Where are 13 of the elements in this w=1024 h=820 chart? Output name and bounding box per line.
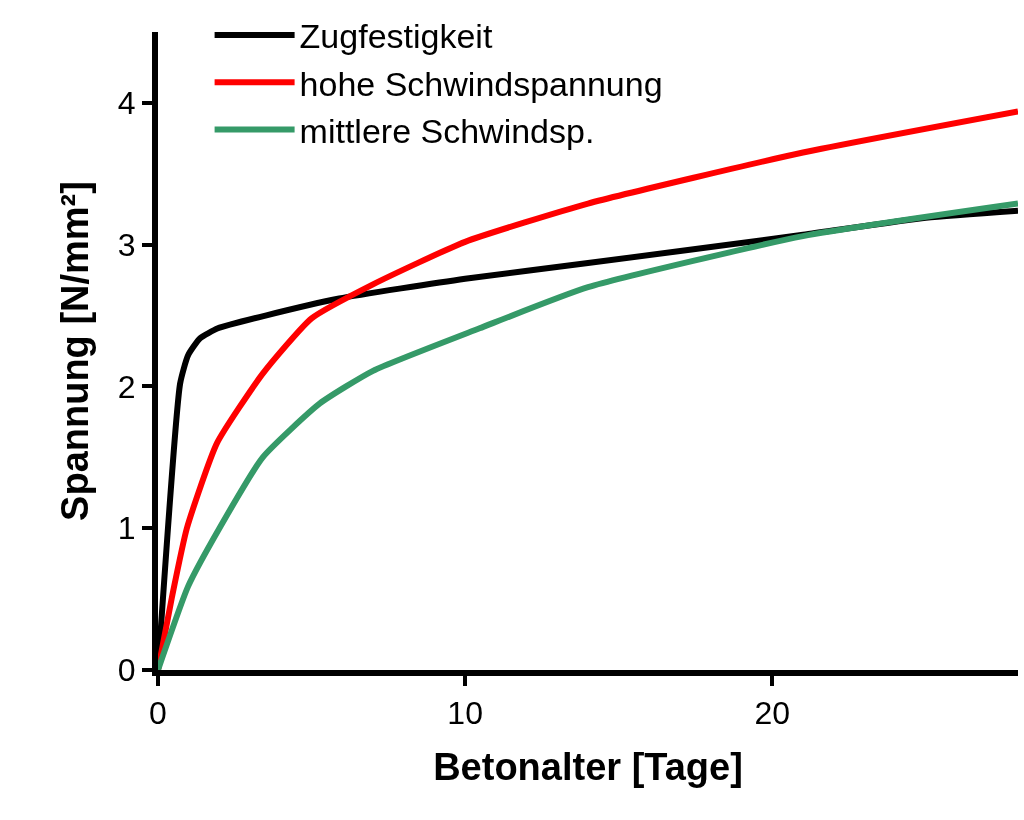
y-axis-title: Spannung [N/mm²]	[53, 181, 96, 521]
y-tick-label: 1	[117, 510, 136, 547]
y-tick-label: 3	[117, 226, 136, 263]
legend-label: hohe Schwindspannung	[299, 64, 663, 103]
x-tick-label: 10	[447, 695, 483, 732]
legend-label: mittlere Schwindsp.	[299, 111, 595, 150]
y-tick-label: 4	[117, 85, 136, 122]
y-tick-label: 0	[117, 652, 136, 689]
y-tick-label: 2	[117, 368, 136, 405]
x-tick-label: 0	[149, 695, 167, 732]
legend-label: Zugfestigkeit	[299, 17, 493, 56]
x-axis-title: Betonalter [Tage]	[433, 746, 743, 788]
x-tick-label: 20	[754, 695, 791, 732]
